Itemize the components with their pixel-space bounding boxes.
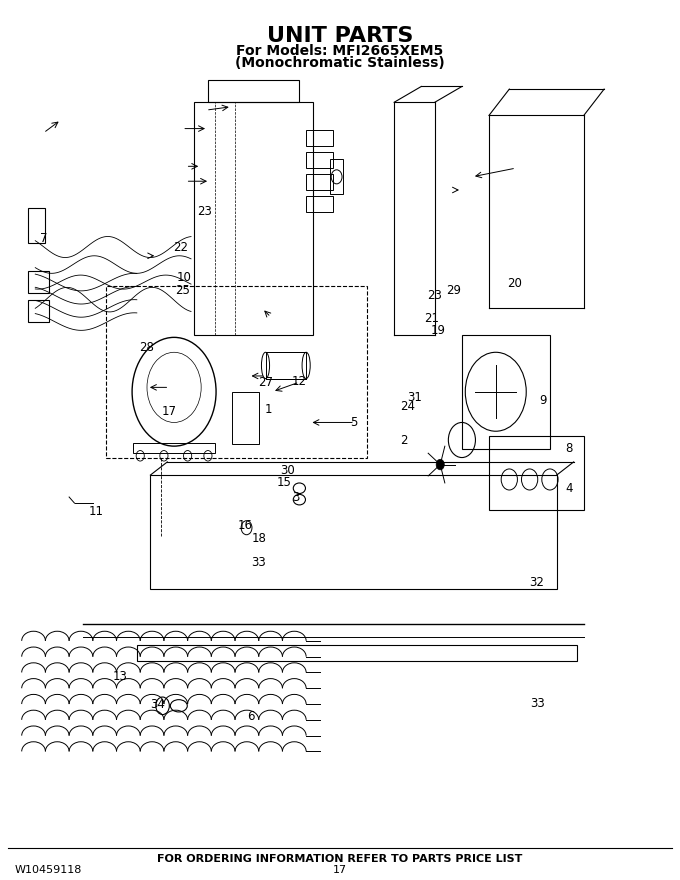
Text: 29: 29 (446, 284, 461, 297)
Text: 25: 25 (175, 284, 190, 297)
Text: 19: 19 (430, 324, 445, 337)
Text: 2: 2 (401, 434, 408, 446)
Bar (306, 196, 333, 212)
Text: 34: 34 (150, 699, 165, 711)
Text: 27: 27 (258, 377, 273, 390)
Text: 9: 9 (539, 394, 547, 407)
Bar (29, 300, 49, 321)
Text: 33: 33 (252, 556, 266, 569)
Text: 1: 1 (265, 403, 273, 415)
Text: 17: 17 (162, 405, 177, 417)
Text: 8: 8 (565, 443, 573, 455)
Text: 12: 12 (292, 375, 307, 388)
Bar (306, 152, 333, 168)
Bar (306, 130, 333, 146)
Text: 18: 18 (252, 532, 266, 545)
Text: 11: 11 (88, 505, 103, 518)
Text: 20: 20 (507, 277, 522, 290)
Text: 32: 32 (529, 576, 544, 589)
Bar (194, 102, 313, 334)
Text: 6: 6 (247, 710, 254, 722)
Text: 17: 17 (333, 865, 347, 875)
Text: 23: 23 (197, 205, 212, 218)
Text: 22: 22 (173, 240, 188, 253)
Bar (306, 174, 333, 190)
Bar (106, 287, 367, 458)
Bar (208, 80, 299, 102)
Text: FOR ORDERING INFORMATION REFER TO PARTS PRICE LIST: FOR ORDERING INFORMATION REFER TO PARTS … (157, 854, 523, 864)
Text: 13: 13 (112, 671, 127, 684)
Text: 33: 33 (530, 697, 545, 709)
Text: (Monochromatic Stainless): (Monochromatic Stainless) (235, 55, 445, 70)
Bar (232, 392, 258, 444)
Text: 24: 24 (401, 400, 415, 414)
Text: 28: 28 (139, 341, 154, 355)
Bar (489, 436, 584, 510)
Text: 23: 23 (427, 289, 442, 302)
Text: 3: 3 (292, 490, 300, 503)
Text: 16: 16 (238, 518, 253, 532)
Text: 5: 5 (350, 416, 357, 429)
Text: 21: 21 (424, 312, 439, 326)
Circle shape (436, 459, 444, 470)
Text: 7: 7 (39, 231, 47, 245)
Bar (265, 352, 306, 378)
Bar (150, 475, 557, 589)
Text: UNIT PARTS: UNIT PARTS (267, 26, 413, 47)
Text: 10: 10 (177, 271, 192, 284)
Bar (29, 271, 49, 293)
Bar (462, 334, 550, 449)
Text: 30: 30 (279, 465, 294, 477)
Text: For Models: MFI2665XEM5: For Models: MFI2665XEM5 (237, 44, 443, 58)
Bar (330, 159, 343, 194)
Bar (137, 645, 577, 661)
Bar (29, 208, 46, 243)
Text: W10459118: W10459118 (15, 865, 82, 875)
Bar (133, 443, 215, 453)
Text: 15: 15 (277, 475, 292, 488)
Text: 31: 31 (407, 392, 422, 405)
Text: 4: 4 (565, 481, 573, 495)
